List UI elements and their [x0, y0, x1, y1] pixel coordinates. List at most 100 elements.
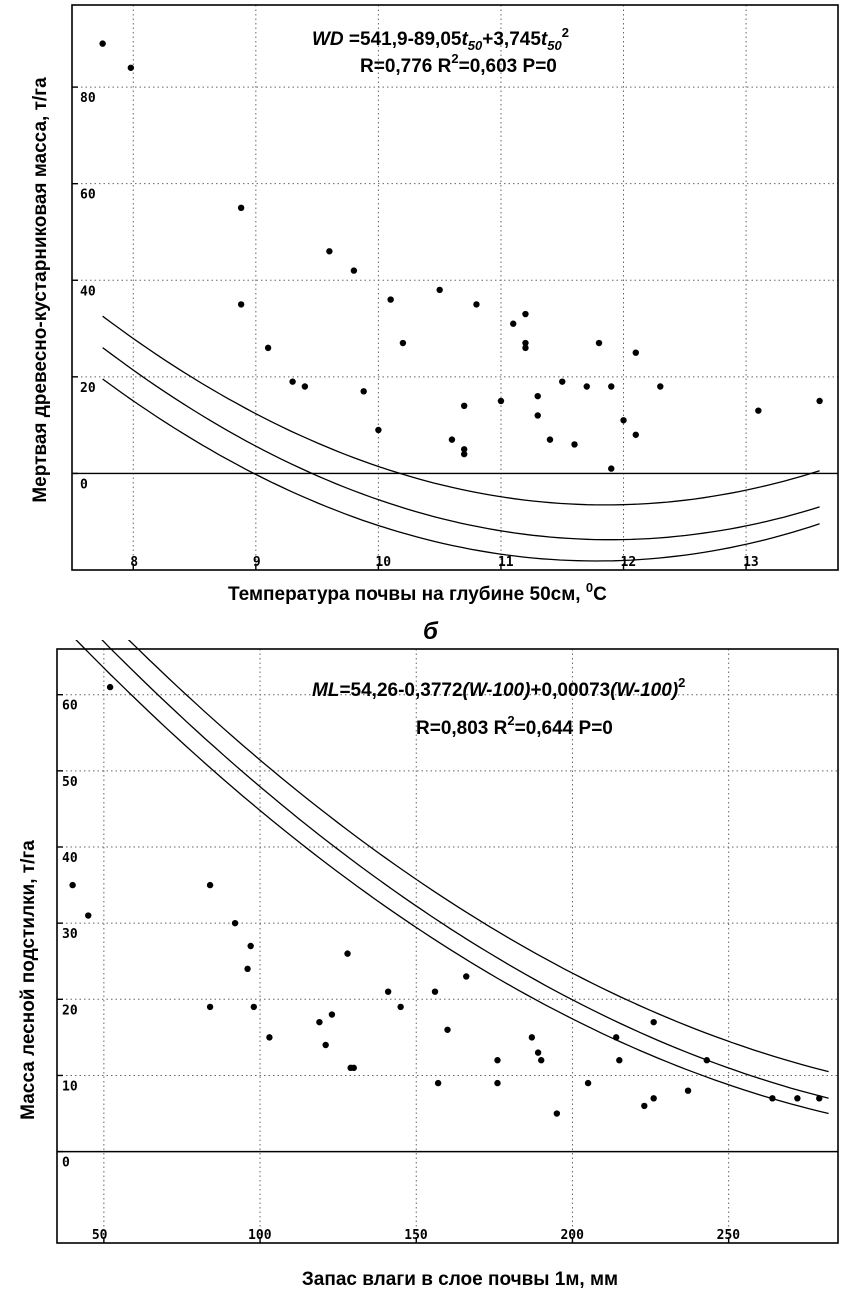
chart2-y-tick-label: 30 [62, 927, 78, 942]
chart2-plot-frame [56, 648, 839, 1244]
chart2-data-point [328, 1011, 336, 1018]
chart1-data-point [608, 465, 615, 472]
chart2-y-tick-label: 10 [62, 1079, 78, 1094]
chart2-data-point [206, 881, 214, 889]
chart2-x-tick-label: 50 [92, 1228, 108, 1243]
chart2-data-point [528, 1034, 536, 1041]
chart1-x-tick-label: 11 [498, 555, 514, 570]
chart2-data-point [684, 1087, 692, 1094]
chart1-data-point [546, 436, 554, 443]
chart1-data-point [632, 431, 639, 438]
chart2-gridlines [57, 649, 838, 1243]
panel-label-b: б [423, 618, 438, 645]
chart1-data-point [448, 436, 456, 443]
chart2-data-point [322, 1041, 329, 1049]
chart2-data-point [250, 1003, 258, 1011]
chart2-fit-curves [75, 640, 829, 1115]
chart2-data-point [247, 942, 254, 950]
chart2-data-point [553, 1110, 561, 1117]
chart1-data-point [436, 286, 443, 294]
chart1-points [99, 40, 823, 472]
chart1-equation-line2: R=0,776 R2=0,603 P=0 [360, 51, 557, 77]
chart2-x-tick-label: 100 [248, 1228, 272, 1243]
chart1-data-point [522, 310, 529, 318]
chart1-data-point [571, 441, 578, 448]
chart1-data-point [326, 248, 333, 255]
chart2-data-point [266, 1034, 273, 1041]
chart2-y-tick-label: 20 [62, 1003, 78, 1018]
chart1-data-point [460, 402, 468, 410]
chart2-equation-line1: ML=54,26-0,3772(W-100)+0,00073(W-100)2 [312, 675, 685, 701]
chart2-y-tick-label: 40 [62, 851, 78, 866]
chart1-y-tick-label: 20 [80, 381, 96, 396]
chart1-fit-upper [102, 315, 820, 506]
chart-wd-vs-soil-temperature: 8 9 10 11 12 13 0 20 40 60 80 WD =541,9-89,05t50+3… [30, 4, 839, 605]
chart2-data-point [85, 912, 92, 919]
chart1-data-point [350, 267, 358, 274]
chart2-data-point [794, 1095, 801, 1102]
chart2-data-point [69, 881, 76, 889]
chart1-x-tick-label: 13 [743, 555, 759, 570]
chart2-data-point [463, 973, 470, 980]
chart2-y-tick-label: 0 [62, 1156, 70, 1171]
chart1-x-axis-label: Температура почвы на глубине 50см, 0C [228, 580, 607, 605]
chart1-gridlines [72, 5, 838, 570]
chart1-data-point [473, 301, 480, 308]
chart1-data-point [755, 407, 762, 414]
chart1-data-point [399, 339, 407, 347]
chart1-fit-mid [102, 347, 820, 541]
chart1-data-point [99, 40, 106, 47]
chart1-y-tick-label: 40 [80, 284, 96, 299]
chart1-y-tick-label: 0 [80, 477, 88, 492]
chart2-data-point [206, 1003, 214, 1011]
chart1-x-tick-label: 10 [375, 555, 391, 570]
chart2-data-point [397, 1003, 404, 1011]
chart1-data-point [595, 339, 603, 347]
chart1-data-point [237, 301, 245, 308]
chart2-data-point [494, 1079, 501, 1087]
chart1-data-point [510, 320, 517, 327]
chart2-data-point [444, 1026, 451, 1033]
chart1-data-point [559, 378, 566, 385]
chart2-x-tick-label: 200 [560, 1228, 584, 1243]
chart1-equation-line1: WD =541,9-89,05t50+3,745t502 [312, 25, 569, 53]
chart1-tick-labels: 8 9 10 11 12 13 0 20 40 60 80 [80, 91, 759, 570]
chart2-data-point [538, 1057, 545, 1064]
chart2-tick-labels: 50 100 150 200 250 0 10 20 30 40 50 60 [62, 699, 740, 1243]
chart2-data-point [616, 1057, 623, 1064]
chart2-equation-line2: R=0,803 R2=0,644 P=0 [416, 713, 613, 739]
chart1-x-tick-label: 9 [253, 555, 261, 570]
chart2-data-point [534, 1049, 542, 1056]
chart2-data-point [106, 683, 114, 691]
chart2-data-point [612, 1034, 620, 1041]
chart1-data-point [460, 450, 468, 458]
chart1-data-point [387, 296, 394, 303]
chart1-data-point [632, 349, 639, 356]
chart1-data-point [534, 392, 541, 400]
chart1-fit-curves [102, 315, 820, 562]
chart2-data-point [641, 1102, 648, 1110]
chart2-fit-mid [101, 640, 829, 1099]
chart2-data-point [231, 919, 239, 927]
chart1-data-point [289, 378, 296, 385]
chart1-x-tick-label: 12 [621, 555, 637, 570]
chart1-data-point [264, 344, 272, 352]
chart2-data-point [384, 988, 392, 995]
chart2-points [69, 683, 823, 1117]
chart2-y-tick-label: 50 [62, 775, 78, 790]
chart2-fit-lower [75, 640, 829, 1115]
chart2-data-point [350, 1064, 357, 1072]
chart1-data-point [657, 383, 664, 390]
chart1-x-tick-label: 8 [130, 555, 138, 570]
chart2-data-point [431, 988, 439, 995]
chart2-data-point [316, 1018, 323, 1026]
chart1-y-tick-label: 60 [80, 188, 96, 203]
chart1-data-point [583, 383, 590, 390]
chart2-data-point [244, 965, 251, 973]
chart2-data-point [816, 1095, 823, 1102]
chart1-data-point [620, 417, 627, 424]
chart1-data-point [816, 397, 823, 405]
chart2-data-point [344, 950, 351, 957]
chart2-data-point [584, 1079, 592, 1087]
chart1-y-tick-label: 80 [80, 91, 96, 106]
